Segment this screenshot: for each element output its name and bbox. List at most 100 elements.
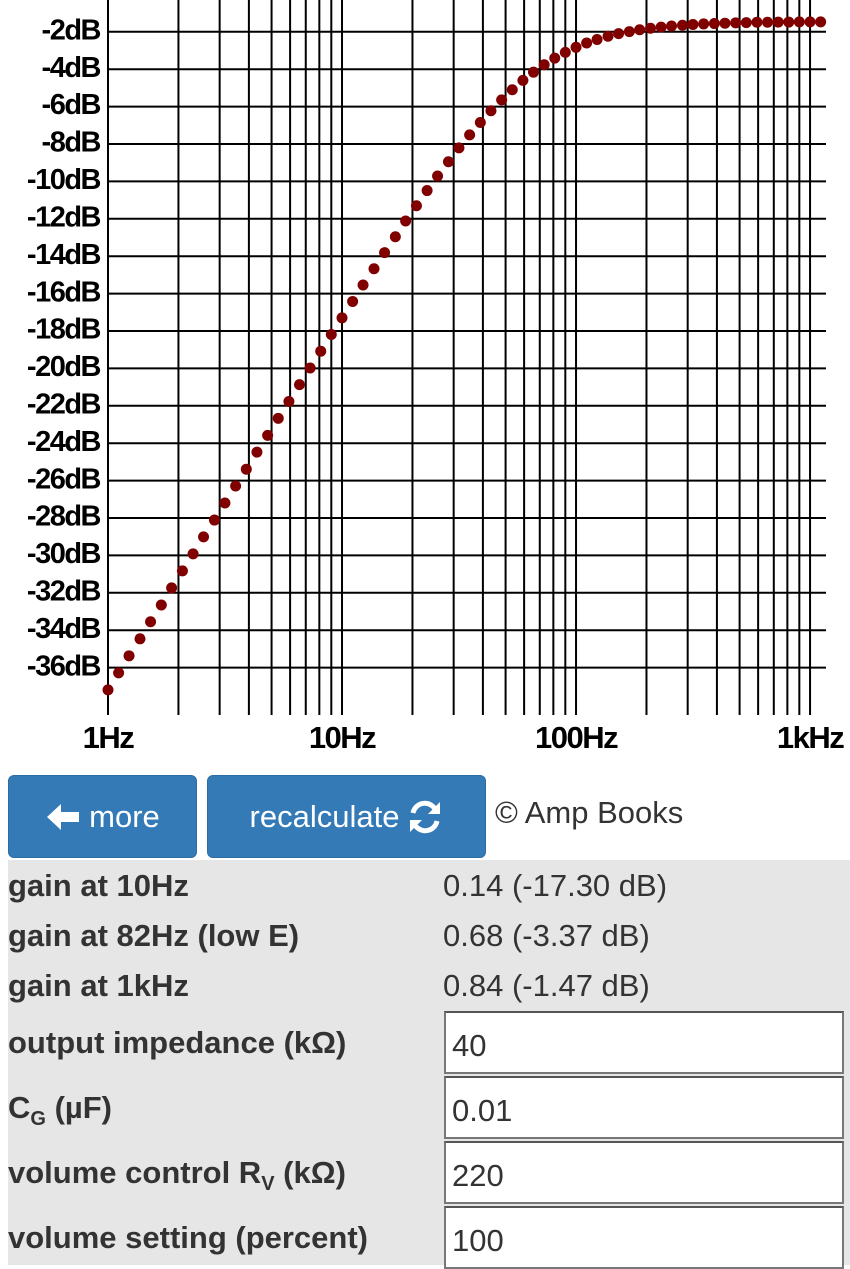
point bbox=[464, 129, 476, 141]
point bbox=[751, 16, 763, 28]
point bbox=[559, 46, 571, 58]
point bbox=[442, 156, 454, 168]
refresh-icon bbox=[410, 800, 441, 833]
point bbox=[527, 66, 539, 78]
point bbox=[283, 395, 295, 407]
label-text: C bbox=[8, 1090, 31, 1125]
chart: -2dB -4dB -6dB -8dB -10dB -12dB -14dB -16dB -18d… bbox=[27, 0, 846, 755]
results-panel: gain at 10Hz 0.14 (-17.30 dB) gain at 82Hz… bbox=[8, 860, 850, 1269]
subscript: G bbox=[30, 1108, 46, 1131]
result-label: gain at 10Hz bbox=[8, 868, 189, 903]
point bbox=[357, 279, 369, 291]
point bbox=[113, 667, 125, 679]
point bbox=[336, 312, 348, 324]
result-value: 0.68 (-3.37 dB) bbox=[443, 918, 650, 953]
point bbox=[293, 379, 305, 391]
x-tick-label: 100Hz bbox=[535, 720, 618, 755]
y-tick-label: -2dB bbox=[42, 14, 101, 46]
point bbox=[187, 548, 199, 560]
point bbox=[155, 599, 167, 611]
point bbox=[591, 33, 603, 45]
result-label: gain at 1kHz bbox=[8, 968, 189, 1003]
more-button[interactable]: more bbox=[8, 775, 197, 858]
y-tick-label: -14dB bbox=[27, 239, 101, 271]
point bbox=[815, 16, 827, 28]
point bbox=[793, 16, 805, 28]
label-text: (µF) bbox=[45, 1090, 113, 1125]
point bbox=[549, 52, 561, 64]
y-tick-label: -4dB bbox=[42, 52, 101, 84]
point bbox=[602, 30, 614, 42]
y-tick-label: -10dB bbox=[27, 164, 101, 196]
x-tick-label: 1Hz bbox=[83, 720, 135, 755]
point bbox=[708, 18, 720, 30]
point bbox=[644, 22, 656, 34]
result-value: 0.84 (-1.47 dB) bbox=[443, 968, 650, 1003]
point bbox=[634, 24, 646, 36]
point bbox=[166, 582, 178, 594]
point bbox=[570, 41, 582, 53]
subscript: V bbox=[261, 1173, 275, 1196]
point bbox=[176, 565, 188, 577]
label-text: volume setting (percent) bbox=[8, 1220, 368, 1255]
input-field[interactable] bbox=[444, 1011, 844, 1074]
arrow-icon bbox=[47, 803, 80, 830]
input-field[interactable] bbox=[444, 1076, 844, 1139]
point bbox=[219, 497, 231, 509]
point bbox=[432, 170, 444, 182]
input-field[interactable] bbox=[444, 1141, 844, 1204]
point bbox=[421, 185, 433, 197]
label-text: volume control R bbox=[8, 1155, 262, 1190]
point bbox=[687, 18, 699, 30]
point bbox=[410, 200, 422, 212]
label-text: (kΩ) bbox=[274, 1155, 346, 1190]
point bbox=[240, 463, 252, 475]
point bbox=[198, 531, 210, 543]
point bbox=[698, 18, 710, 30]
point bbox=[230, 480, 242, 492]
input-label: output impedance (kΩ) bbox=[8, 1025, 346, 1061]
input-label: volume control RV (kΩ) bbox=[8, 1155, 346, 1196]
point bbox=[315, 345, 327, 357]
y-tick-label: -32dB bbox=[27, 575, 101, 607]
point bbox=[208, 514, 220, 526]
recalculate-button[interactable]: recalculate bbox=[207, 775, 486, 858]
y-tick-label: -36dB bbox=[27, 650, 101, 682]
point bbox=[134, 633, 146, 645]
point bbox=[400, 215, 412, 227]
input-label: CG (µF) bbox=[8, 1090, 112, 1131]
point bbox=[474, 116, 486, 128]
point bbox=[772, 16, 784, 28]
button-label: recalculate bbox=[249, 798, 400, 834]
y-tick-label: -34dB bbox=[27, 613, 101, 645]
y-tick-label: -8dB bbox=[42, 127, 101, 159]
point bbox=[347, 295, 359, 307]
point bbox=[730, 17, 742, 29]
point bbox=[581, 37, 593, 49]
point bbox=[272, 412, 284, 424]
point bbox=[389, 231, 401, 243]
point bbox=[325, 329, 337, 341]
point bbox=[613, 28, 625, 40]
point bbox=[123, 650, 135, 662]
point bbox=[804, 16, 816, 28]
point bbox=[740, 17, 752, 29]
point bbox=[623, 26, 635, 38]
y-tick-label: -28dB bbox=[27, 501, 101, 533]
y-tick-label: -22dB bbox=[27, 388, 101, 420]
result-label: gain at 82Hz (low E) bbox=[8, 918, 300, 953]
point bbox=[262, 429, 274, 441]
copyright: © Amp Books bbox=[495, 795, 684, 830]
label-text: output impedance (kΩ) bbox=[8, 1025, 347, 1060]
point bbox=[517, 74, 529, 86]
y-tick-label: -6dB bbox=[42, 89, 101, 121]
point bbox=[251, 446, 263, 458]
x-tick-label: 1kHz bbox=[777, 720, 844, 755]
y-tick-label: -20dB bbox=[27, 351, 101, 383]
point bbox=[304, 362, 316, 374]
y-tick-label: -26dB bbox=[27, 463, 101, 495]
point bbox=[506, 84, 518, 96]
input-field[interactable] bbox=[444, 1206, 844, 1269]
y-tick-label: -16dB bbox=[27, 276, 101, 308]
